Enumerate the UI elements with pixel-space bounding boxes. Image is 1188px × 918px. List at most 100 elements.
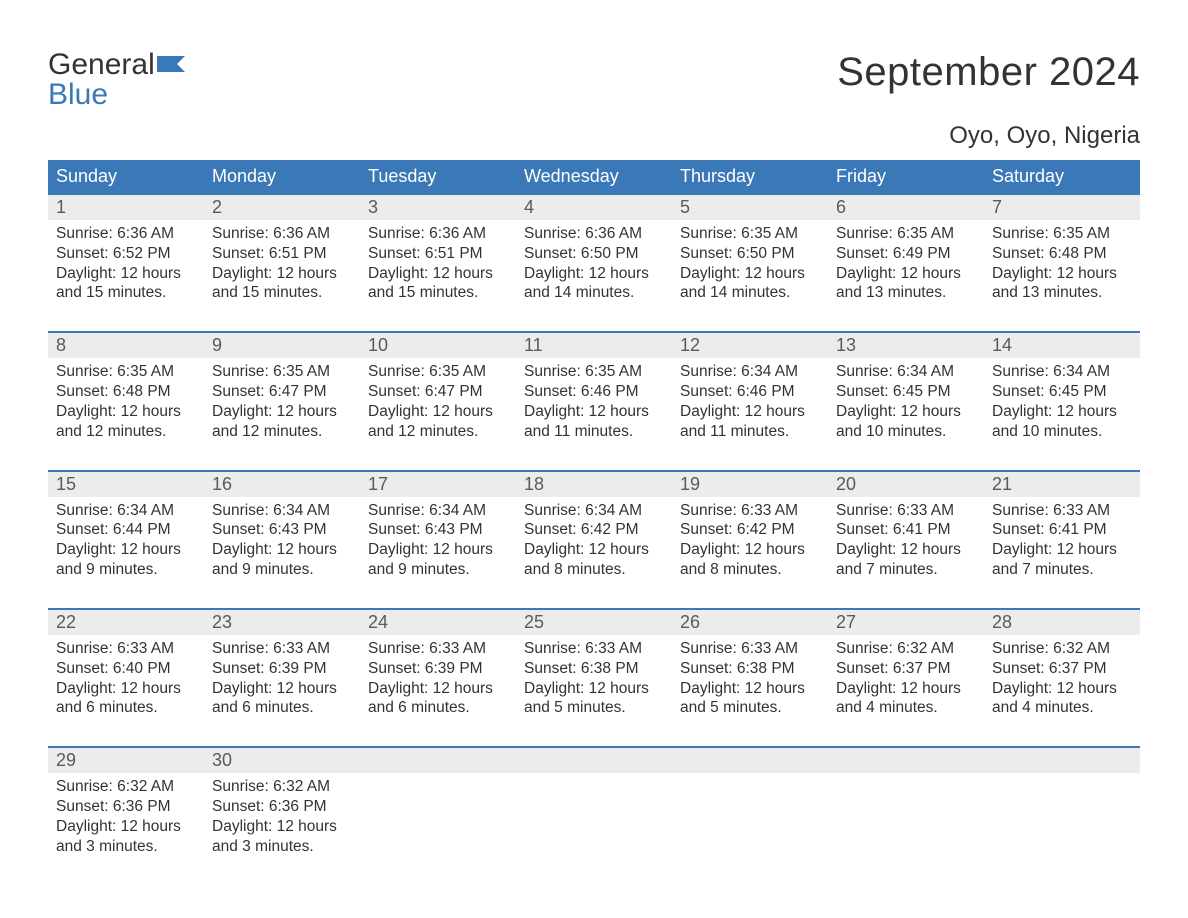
day-d2: and 15 minutes.: [212, 283, 352, 303]
day-number: 18: [516, 472, 672, 497]
day-sunrise: Sunrise: 6:34 AM: [368, 501, 508, 521]
day-d1: Daylight: 12 hours: [524, 540, 664, 560]
day-d1: Daylight: 12 hours: [212, 540, 352, 560]
day-header-row: SundayMondayTuesdayWednesdayThursdayFrid…: [48, 160, 1140, 193]
day-header: Thursday: [672, 160, 828, 193]
day-d2: and 4 minutes.: [992, 698, 1132, 718]
day-cell: Sunrise: 6:33 AMSunset: 6:38 PMDaylight:…: [516, 635, 672, 718]
day-sunrise: Sunrise: 6:34 AM: [680, 362, 820, 382]
day-sunset: Sunset: 6:44 PM: [56, 520, 196, 540]
day-sunset: Sunset: 6:50 PM: [524, 244, 664, 264]
day-d2: and 6 minutes.: [368, 698, 508, 718]
day-cell: [984, 773, 1140, 856]
day-sunset: Sunset: 6:42 PM: [524, 520, 664, 540]
day-d1: Daylight: 12 hours: [680, 679, 820, 699]
day-header: Tuesday: [360, 160, 516, 193]
day-number: 23: [204, 610, 360, 635]
day-sunrise: Sunrise: 6:35 AM: [56, 362, 196, 382]
day-sunset: Sunset: 6:51 PM: [368, 244, 508, 264]
day-cell: Sunrise: 6:35 AMSunset: 6:48 PMDaylight:…: [48, 358, 204, 441]
flag-icon: [157, 54, 185, 74]
logo: General Blue: [48, 50, 185, 110]
day-cell: Sunrise: 6:32 AMSunset: 6:37 PMDaylight:…: [828, 635, 984, 718]
day-cell: [828, 773, 984, 856]
day-d1: Daylight: 12 hours: [680, 264, 820, 284]
day-sunrise: Sunrise: 6:32 AM: [56, 777, 196, 797]
calendar-week: 2930Sunrise: 6:32 AMSunset: 6:36 PMDayli…: [48, 746, 1140, 856]
day-cell: Sunrise: 6:34 AMSunset: 6:44 PMDaylight:…: [48, 497, 204, 580]
day-sunrise: Sunrise: 6:35 AM: [992, 224, 1132, 244]
day-d1: Daylight: 12 hours: [368, 540, 508, 560]
day-d2: and 11 minutes.: [524, 422, 664, 442]
day-cell: Sunrise: 6:32 AMSunset: 6:36 PMDaylight:…: [204, 773, 360, 856]
day-sunset: Sunset: 6:41 PM: [992, 520, 1132, 540]
day-sunrise: Sunrise: 6:35 AM: [368, 362, 508, 382]
daynum-row: 22232425262728: [48, 610, 1140, 635]
day-number: 6: [828, 195, 984, 220]
day-sunrise: Sunrise: 6:35 AM: [836, 224, 976, 244]
day-sunrise: Sunrise: 6:34 AM: [212, 501, 352, 521]
day-sunrise: Sunrise: 6:33 AM: [368, 639, 508, 659]
day-number: 20: [828, 472, 984, 497]
day-d2: and 9 minutes.: [368, 560, 508, 580]
title-block: September 2024: [837, 50, 1140, 95]
day-d1: Daylight: 12 hours: [680, 402, 820, 422]
day-cell: Sunrise: 6:32 AMSunset: 6:36 PMDaylight:…: [48, 773, 204, 856]
day-d1: Daylight: 12 hours: [212, 402, 352, 422]
day-d2: and 11 minutes.: [680, 422, 820, 442]
day-header: Monday: [204, 160, 360, 193]
day-sunset: Sunset: 6:41 PM: [836, 520, 976, 540]
day-number: 22: [48, 610, 204, 635]
day-number: 27: [828, 610, 984, 635]
day-sunrise: Sunrise: 6:35 AM: [524, 362, 664, 382]
day-d2: and 14 minutes.: [524, 283, 664, 303]
day-number: 2: [204, 195, 360, 220]
day-sunrise: Sunrise: 6:35 AM: [680, 224, 820, 244]
day-number: 14: [984, 333, 1140, 358]
day-sunrise: Sunrise: 6:33 AM: [836, 501, 976, 521]
day-cell: Sunrise: 6:34 AMSunset: 6:46 PMDaylight:…: [672, 358, 828, 441]
day-d2: and 12 minutes.: [212, 422, 352, 442]
day-sunset: Sunset: 6:51 PM: [212, 244, 352, 264]
day-sunset: Sunset: 6:37 PM: [836, 659, 976, 679]
day-sunrise: Sunrise: 6:32 AM: [836, 639, 976, 659]
day-number: 21: [984, 472, 1140, 497]
day-sunset: Sunset: 6:38 PM: [524, 659, 664, 679]
day-d1: Daylight: 12 hours: [836, 540, 976, 560]
day-cell: Sunrise: 6:32 AMSunset: 6:37 PMDaylight:…: [984, 635, 1140, 718]
day-cell: Sunrise: 6:36 AMSunset: 6:50 PMDaylight:…: [516, 220, 672, 303]
day-d2: and 15 minutes.: [368, 283, 508, 303]
day-sunset: Sunset: 6:45 PM: [836, 382, 976, 402]
day-sunset: Sunset: 6:46 PM: [524, 382, 664, 402]
day-header: Friday: [828, 160, 984, 193]
day-number: 3: [360, 195, 516, 220]
location-label: Oyo, Oyo, Nigeria: [48, 122, 1140, 150]
day-d1: Daylight: 12 hours: [524, 264, 664, 284]
day-d2: and 5 minutes.: [680, 698, 820, 718]
day-d2: and 3 minutes.: [56, 837, 196, 857]
day-sunrise: Sunrise: 6:33 AM: [680, 501, 820, 521]
day-d1: Daylight: 12 hours: [368, 264, 508, 284]
day-d2: and 4 minutes.: [836, 698, 976, 718]
day-number: 5: [672, 195, 828, 220]
day-sunrise: Sunrise: 6:34 AM: [992, 362, 1132, 382]
day-number: 29: [48, 748, 204, 773]
day-cell: [672, 773, 828, 856]
day-d2: and 9 minutes.: [212, 560, 352, 580]
day-number: 17: [360, 472, 516, 497]
day-cell: Sunrise: 6:35 AMSunset: 6:47 PMDaylight:…: [204, 358, 360, 441]
day-d1: Daylight: 12 hours: [56, 402, 196, 422]
day-number: 15: [48, 472, 204, 497]
day-cell: Sunrise: 6:35 AMSunset: 6:48 PMDaylight:…: [984, 220, 1140, 303]
day-number: 30: [204, 748, 360, 773]
day-d2: and 10 minutes.: [836, 422, 976, 442]
day-sunrise: Sunrise: 6:36 AM: [524, 224, 664, 244]
day-d2: and 13 minutes.: [836, 283, 976, 303]
day-d2: and 7 minutes.: [992, 560, 1132, 580]
day-sunset: Sunset: 6:52 PM: [56, 244, 196, 264]
day-cell: Sunrise: 6:33 AMSunset: 6:41 PMDaylight:…: [984, 497, 1140, 580]
day-number: 8: [48, 333, 204, 358]
day-sunset: Sunset: 6:38 PM: [680, 659, 820, 679]
day-cell: Sunrise: 6:34 AMSunset: 6:43 PMDaylight:…: [360, 497, 516, 580]
day-number: 12: [672, 333, 828, 358]
